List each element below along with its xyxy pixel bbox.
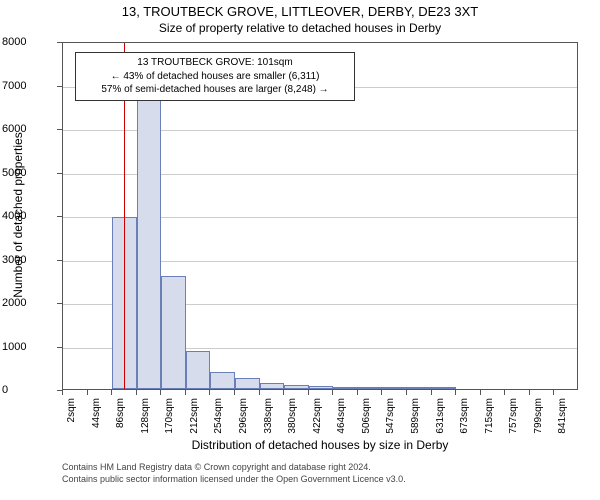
chart-container: 13, TROUTBECK GROVE, LITTLEOVER, DERBY, …: [0, 0, 600, 500]
x-tick: [357, 390, 358, 395]
histogram-bar: [186, 351, 211, 389]
x-tick: [62, 390, 63, 395]
annotation-line-2: ← 43% of detached houses are smaller (6,…: [82, 70, 348, 84]
x-tick-label: 254sqm: [213, 398, 224, 440]
x-tick-label: 44sqm: [91, 398, 102, 440]
y-tick-label: 1000: [2, 341, 56, 353]
chart-subtitle: Size of property relative to detached ho…: [0, 19, 600, 35]
y-tick-label: 7000: [2, 80, 56, 92]
x-tick-label: 841sqm: [557, 398, 568, 440]
histogram-bar: [432, 387, 457, 389]
histogram-bar: [161, 276, 186, 389]
y-tick-label: 4000: [2, 210, 56, 222]
footer: Contains HM Land Registry data © Crown c…: [62, 462, 406, 485]
y-tick: [57, 216, 62, 217]
x-tick-label: 506sqm: [361, 398, 372, 440]
x-tick: [136, 390, 137, 395]
y-tick: [57, 42, 62, 43]
x-tick: [381, 390, 382, 395]
x-tick-label: 380sqm: [287, 398, 298, 440]
x-tick-label: 464sqm: [336, 398, 347, 440]
annotation-line-1: 13 TROUTBECK GROVE: 101sqm: [82, 56, 348, 70]
y-tick-label: 2000: [2, 297, 56, 309]
y-tick: [57, 260, 62, 261]
x-tick: [504, 390, 505, 395]
histogram-bar: [358, 387, 383, 389]
histogram-bar: [407, 387, 432, 389]
x-tick-label: 86sqm: [115, 398, 126, 440]
x-tick: [87, 390, 88, 395]
x-tick: [431, 390, 432, 395]
footer-line-1: Contains HM Land Registry data © Crown c…: [62, 462, 406, 474]
y-tick-label: 6000: [2, 123, 56, 135]
y-tick: [57, 173, 62, 174]
x-tick-label: 2sqm: [66, 398, 77, 440]
x-tick-label: 589sqm: [410, 398, 421, 440]
y-tick: [57, 303, 62, 304]
y-tick: [57, 86, 62, 87]
x-tick-label: 422sqm: [312, 398, 323, 440]
x-tick-label: 799sqm: [533, 398, 544, 440]
histogram-bar: [309, 386, 334, 389]
y-tick: [57, 129, 62, 130]
histogram-bar: [137, 91, 162, 389]
y-tick-label: 3000: [2, 254, 56, 266]
x-tick: [283, 390, 284, 395]
x-tick-label: 296sqm: [238, 398, 249, 440]
histogram-bar: [333, 387, 358, 389]
histogram-bar: [382, 387, 407, 389]
y-tick-label: 5000: [2, 167, 56, 179]
x-tick-label: 128sqm: [140, 398, 151, 440]
x-tick: [259, 390, 260, 395]
x-tick-label: 757sqm: [508, 398, 519, 440]
y-tick-label: 0: [2, 384, 56, 396]
x-tick-label: 338sqm: [263, 398, 274, 440]
x-tick-label: 715sqm: [484, 398, 495, 440]
histogram-bar: [260, 383, 285, 389]
x-tick-label: 212sqm: [189, 398, 200, 440]
x-tick: [185, 390, 186, 395]
y-tick-label: 8000: [2, 36, 56, 48]
x-tick: [111, 390, 112, 395]
x-tick-label: 673sqm: [459, 398, 470, 440]
x-tick: [553, 390, 554, 395]
histogram-bar: [235, 378, 260, 389]
x-tick: [160, 390, 161, 395]
annotation-line-3: 57% of semi-detached houses are larger (…: [82, 83, 348, 97]
x-tick: [480, 390, 481, 395]
histogram-bar: [210, 372, 235, 389]
x-tick-label: 170sqm: [164, 398, 175, 440]
x-tick: [234, 390, 235, 395]
x-tick-label: 547sqm: [385, 398, 396, 440]
x-tick-label: 631sqm: [435, 398, 446, 440]
annotation-box: 13 TROUTBECK GROVE: 101sqm ← 43% of deta…: [75, 52, 355, 101]
x-axis-label: Distribution of detached houses by size …: [62, 438, 578, 452]
x-tick: [332, 390, 333, 395]
y-tick: [57, 347, 62, 348]
histogram-bar: [284, 385, 309, 389]
x-tick: [209, 390, 210, 395]
x-tick: [308, 390, 309, 395]
footer-line-2: Contains public sector information licen…: [62, 474, 406, 486]
chart-title: 13, TROUTBECK GROVE, LITTLEOVER, DERBY, …: [0, 0, 600, 19]
x-tick: [406, 390, 407, 395]
x-tick: [455, 390, 456, 395]
x-tick: [529, 390, 530, 395]
